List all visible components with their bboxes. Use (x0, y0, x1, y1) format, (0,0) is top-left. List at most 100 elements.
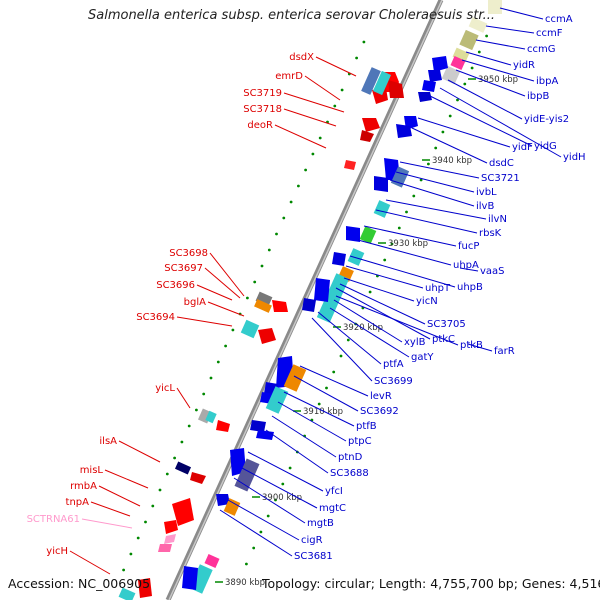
leader-line (293, 375, 359, 412)
leader-line (299, 365, 369, 397)
tick-dot (448, 114, 452, 118)
gene-label-sc3692[interactable]: SC3692 (360, 406, 399, 417)
gene-label-mgtb[interactable]: mgtB (307, 518, 334, 529)
gene-label-sc3694[interactable]: SC3694 (136, 312, 175, 323)
gene-label-ibpa[interactable]: ibpA (536, 76, 558, 87)
gene-label-uhpt[interactable]: uhpT (425, 283, 451, 294)
gene-label-sc3688[interactable]: SC3688 (330, 468, 369, 479)
gene-label-ptkb[interactable]: ptkB (460, 340, 483, 351)
gene-label-yfci[interactable]: yfcI (325, 486, 343, 497)
gene-label-yich[interactable]: yicH (46, 546, 68, 557)
topology-label: Topology: circular; Length: 4,755,700 bp… (262, 576, 600, 591)
gene-bglA[interactable] (272, 300, 288, 312)
gene-label-ptpc[interactable]: ptpC (348, 436, 372, 447)
gene-label-ccmg[interactable]: ccmG (527, 44, 556, 55)
gene-label-deor[interactable]: deoR (247, 120, 273, 131)
gene-label-sc3705[interactable]: SC3705 (427, 319, 466, 330)
tick-dot (260, 264, 264, 268)
gene-label-ptfa[interactable]: ptfA (383, 359, 404, 370)
tick-label: 3890 kbp (225, 578, 265, 588)
gene-label-yide-yis2[interactable]: yidE-yis2 (524, 114, 569, 125)
leader-line (439, 87, 562, 158)
gene-label-ilvb[interactable]: ilvB (476, 201, 494, 212)
tick-dot (412, 194, 416, 198)
gene-label-cigr[interactable]: cigR (301, 535, 323, 546)
gene-SCTRNA61[interactable] (164, 534, 176, 544)
tick-dot (289, 200, 293, 204)
leader-line (118, 440, 161, 463)
gene-label-sc3699[interactable]: SC3699 (374, 376, 413, 387)
gene-label-sc3721[interactable]: SC3721 (481, 173, 520, 184)
gene-label-yidg[interactable]: yidG (534, 141, 557, 152)
gene-label-sc3718[interactable]: SC3718 (243, 104, 282, 115)
gene-label-sc3696[interactable]: SC3696 (156, 280, 195, 291)
tick-dot (122, 568, 125, 572)
gene-label-sctrna61[interactable]: SCTRNA61 (27, 514, 80, 525)
tick-dot (397, 226, 401, 230)
gene-label-vaas[interactable]: vaaS (480, 266, 505, 277)
tick-label: 3910 kbp (303, 407, 343, 417)
gene-label-ptnd[interactable]: ptnD (338, 452, 363, 463)
gene-label-fucp[interactable]: fucP (458, 241, 479, 252)
gene-label-rbsk[interactable]: rbsK (479, 228, 502, 239)
gene-deoR[interactable] (360, 130, 374, 142)
gene-yicL[interactable] (216, 420, 230, 432)
gene-label-sc3697[interactable]: SC3697 (164, 263, 203, 274)
gene-label-yicl[interactable]: yicL (155, 383, 175, 394)
gene-label-mgtc[interactable]: mgtC (319, 503, 346, 514)
tick-dot (485, 34, 488, 38)
gene-label-ccmf[interactable]: ccmF (536, 28, 563, 39)
gene-rmbA[interactable] (172, 498, 194, 526)
gene-label-levr[interactable]: levR (370, 391, 392, 402)
leader-line (304, 75, 341, 101)
leader-line (411, 127, 488, 164)
gene-label-emrd[interactable]: emrD (275, 71, 303, 82)
gene-label-ccma[interactable]: ccmA (545, 14, 573, 25)
leader-line (204, 267, 241, 299)
gene-label-yidr[interactable]: yidR (513, 60, 535, 71)
gene-label-sc3681[interactable]: SC3681 (294, 551, 333, 562)
gene-label-tnpa[interactable]: tnpA (66, 497, 90, 508)
tick-dot (252, 546, 256, 550)
gene-label-uhpb[interactable]: uhpB (457, 282, 483, 293)
gene-label-ibpb[interactable]: ibpB (527, 91, 549, 102)
gene-label-dsdc[interactable]: dsdC (489, 158, 514, 169)
tick-dot (224, 344, 228, 348)
gene-ilsA[interactable] (190, 472, 206, 484)
gene-emrD[interactable] (388, 80, 404, 98)
tick-dot (274, 498, 277, 502)
tick-dot (318, 136, 322, 140)
leader-line (315, 56, 357, 77)
tick-dot (340, 88, 344, 92)
tick-dot (216, 360, 220, 364)
leader-line (345, 265, 424, 289)
gene-label-yidf[interactable]: yidF (512, 142, 533, 153)
tick-dot (209, 376, 213, 380)
gene-SC3718[interactable] (362, 118, 380, 132)
gene-label-ilvn[interactable]: ilvN (488, 214, 507, 225)
gene-label-sc3719[interactable]: SC3719 (243, 88, 282, 99)
gene-label-yicn[interactable]: yicN (416, 296, 438, 307)
gene-SC3694[interactable] (258, 328, 276, 344)
gene-label-dsdx[interactable]: dsdX (289, 52, 314, 63)
gene-label-sc3698[interactable]: SC3698 (169, 248, 208, 259)
gene-label-ivbl[interactable]: ivbL (476, 187, 497, 198)
leader-line (499, 7, 544, 20)
gene-label-ptfb[interactable]: ptfB (356, 421, 377, 432)
gene-yicH[interactable] (138, 578, 152, 598)
gene-label-ilsa[interactable]: ilsA (99, 436, 117, 447)
gene-label-xylb[interactable]: xylB (404, 337, 426, 348)
gene-label-rmba[interactable]: rmbA (70, 481, 97, 492)
gene-label-farr[interactable]: farR (494, 346, 515, 357)
leader-line (98, 485, 141, 507)
gene-label-misl[interactable]: misL (80, 465, 104, 476)
tick-dot (362, 40, 366, 44)
gene-label-uhpa[interactable]: uhpA (453, 260, 479, 271)
gene-label-gaty[interactable]: gatY (411, 352, 434, 363)
leader-line (104, 469, 149, 489)
gene-label-bgla[interactable]: bglA (184, 297, 206, 308)
gene-label-ptkc[interactable]: ptkC (432, 334, 455, 345)
gene-tnpA[interactable] (164, 520, 178, 534)
tick-dot (231, 328, 235, 332)
gene-label-yidh[interactable]: yidH (563, 152, 586, 163)
